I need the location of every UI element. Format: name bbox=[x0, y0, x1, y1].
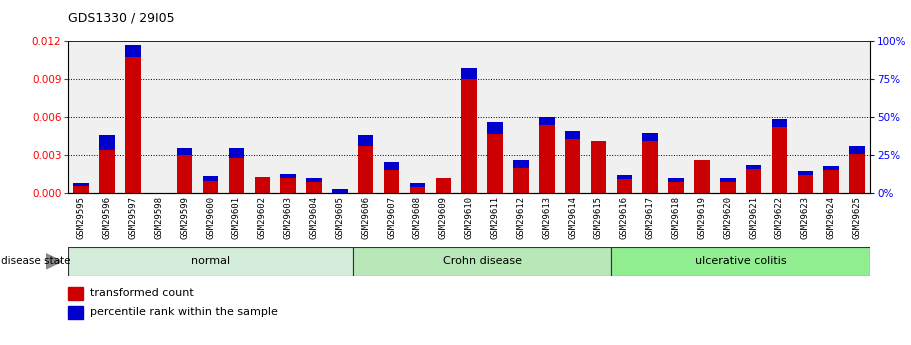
Text: GSM29623: GSM29623 bbox=[801, 196, 810, 239]
Text: GSM29598: GSM29598 bbox=[154, 196, 163, 239]
Bar bbox=[849, 146, 865, 154]
Text: disease state: disease state bbox=[1, 256, 70, 266]
Text: normal: normal bbox=[191, 256, 230, 266]
Bar bbox=[125, 57, 140, 193]
Text: percentile rank within the sample: percentile rank within the sample bbox=[90, 307, 278, 317]
Text: GSM29607: GSM29607 bbox=[387, 196, 396, 239]
Text: GSM29617: GSM29617 bbox=[646, 196, 655, 239]
Bar bbox=[306, 178, 322, 182]
Bar bbox=[798, 171, 814, 176]
Bar bbox=[513, 168, 528, 193]
Bar bbox=[539, 125, 555, 193]
Bar bbox=[125, 45, 140, 57]
Bar bbox=[68, 306, 83, 319]
Text: GSM29605: GSM29605 bbox=[335, 196, 344, 239]
Bar bbox=[68, 287, 83, 300]
Bar bbox=[435, 178, 451, 193]
Bar bbox=[642, 141, 658, 193]
Text: GSM29597: GSM29597 bbox=[128, 196, 138, 239]
Bar bbox=[410, 187, 425, 193]
Bar bbox=[229, 158, 244, 193]
Bar bbox=[74, 183, 89, 186]
Text: GSM29608: GSM29608 bbox=[413, 196, 422, 239]
Bar bbox=[746, 169, 762, 193]
Bar bbox=[410, 183, 425, 187]
Text: transformed count: transformed count bbox=[90, 288, 194, 298]
Text: GSM29614: GSM29614 bbox=[568, 196, 577, 239]
Bar bbox=[590, 141, 606, 193]
Bar bbox=[203, 180, 219, 193]
Text: Crohn disease: Crohn disease bbox=[443, 256, 522, 266]
Text: GSM29622: GSM29622 bbox=[775, 196, 784, 239]
Bar bbox=[461, 79, 477, 193]
FancyBboxPatch shape bbox=[611, 247, 870, 276]
Text: GSM29616: GSM29616 bbox=[619, 196, 629, 239]
Text: GSM29604: GSM29604 bbox=[310, 196, 319, 239]
Bar bbox=[720, 178, 735, 182]
Bar bbox=[384, 162, 399, 170]
Bar bbox=[461, 68, 477, 79]
Text: GSM29620: GSM29620 bbox=[723, 196, 732, 239]
Bar bbox=[99, 150, 115, 193]
Bar bbox=[669, 178, 684, 182]
Bar bbox=[254, 177, 270, 193]
Text: GSM29624: GSM29624 bbox=[826, 196, 835, 239]
Bar bbox=[229, 148, 244, 158]
Text: GSM29613: GSM29613 bbox=[542, 196, 551, 239]
Bar bbox=[617, 175, 632, 179]
Bar bbox=[203, 176, 219, 180]
Text: GSM29625: GSM29625 bbox=[853, 196, 862, 239]
Bar bbox=[669, 182, 684, 193]
Bar bbox=[358, 135, 374, 146]
Polygon shape bbox=[46, 254, 62, 269]
Text: GSM29621: GSM29621 bbox=[749, 196, 758, 239]
Bar bbox=[772, 127, 787, 193]
Text: GSM29606: GSM29606 bbox=[362, 196, 370, 239]
Bar bbox=[565, 131, 580, 139]
Bar bbox=[281, 178, 296, 193]
Text: GSM29609: GSM29609 bbox=[439, 196, 448, 239]
Text: GSM29618: GSM29618 bbox=[671, 196, 681, 239]
Bar bbox=[487, 134, 503, 193]
Bar bbox=[824, 166, 839, 170]
Bar bbox=[824, 170, 839, 193]
Bar bbox=[177, 148, 192, 155]
Bar bbox=[565, 139, 580, 193]
Bar bbox=[358, 146, 374, 193]
Bar bbox=[74, 186, 89, 193]
Text: GSM29610: GSM29610 bbox=[465, 196, 474, 239]
Text: GDS1330 / 29I05: GDS1330 / 29I05 bbox=[68, 11, 175, 24]
Bar bbox=[720, 182, 735, 193]
Text: GSM29595: GSM29595 bbox=[77, 196, 86, 239]
Text: GSM29602: GSM29602 bbox=[258, 196, 267, 239]
Bar bbox=[384, 170, 399, 193]
Bar bbox=[99, 135, 115, 150]
Bar bbox=[642, 134, 658, 141]
Bar bbox=[177, 155, 192, 193]
Text: GSM29601: GSM29601 bbox=[232, 196, 241, 239]
Text: ulcerative colitis: ulcerative colitis bbox=[695, 256, 786, 266]
Bar bbox=[539, 117, 555, 125]
Bar bbox=[694, 160, 710, 193]
Text: GSM29612: GSM29612 bbox=[517, 196, 526, 239]
Text: GSM29615: GSM29615 bbox=[594, 196, 603, 239]
Text: GSM29596: GSM29596 bbox=[103, 196, 112, 239]
Text: GSM29599: GSM29599 bbox=[180, 196, 189, 239]
Bar bbox=[487, 122, 503, 134]
Text: GSM29611: GSM29611 bbox=[490, 196, 499, 239]
Bar bbox=[772, 119, 787, 127]
Bar bbox=[746, 165, 762, 169]
Bar bbox=[849, 154, 865, 193]
Bar bbox=[617, 179, 632, 193]
Bar bbox=[333, 189, 348, 193]
Bar bbox=[281, 174, 296, 178]
FancyBboxPatch shape bbox=[68, 247, 353, 276]
Bar bbox=[306, 182, 322, 193]
FancyBboxPatch shape bbox=[353, 247, 611, 276]
Bar bbox=[798, 176, 814, 193]
Bar bbox=[513, 160, 528, 168]
Text: GSM29600: GSM29600 bbox=[206, 196, 215, 239]
Text: GSM29619: GSM29619 bbox=[698, 196, 706, 239]
Text: GSM29603: GSM29603 bbox=[283, 196, 292, 239]
